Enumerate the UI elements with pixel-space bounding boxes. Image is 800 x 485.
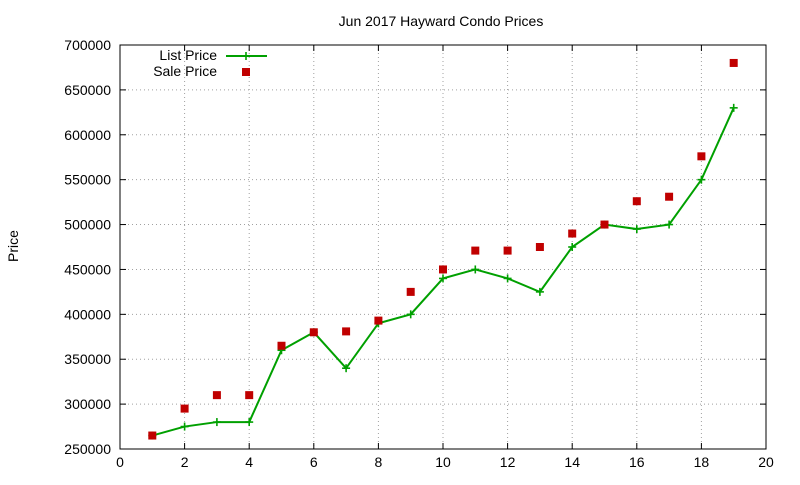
- list-price-point: [406, 310, 415, 319]
- list-price-point: [503, 274, 512, 283]
- sale-price-point: [374, 316, 383, 325]
- legend-marker-sale-price: [242, 68, 250, 76]
- sale-price-point: [729, 58, 738, 67]
- sale-price-point: [212, 391, 221, 400]
- sale-price-point: [471, 246, 480, 255]
- sale-price-point: [309, 328, 318, 337]
- sale-price-point: [277, 341, 286, 350]
- sale-price-point: [439, 265, 447, 274]
- list-price-point: [632, 225, 641, 234]
- grid: [120, 45, 766, 449]
- sale-price-point: [697, 152, 706, 161]
- series-layer: [148, 58, 738, 440]
- x-tick-label: 10: [435, 454, 451, 470]
- x-tick-label: 6: [310, 454, 318, 470]
- x-tick-label: 8: [375, 454, 383, 470]
- sale-price-point: [406, 287, 415, 296]
- list-price-point: [471, 265, 480, 274]
- y-tick-label: 300000: [64, 396, 111, 412]
- y-tick-label: 700000: [64, 37, 111, 53]
- sale-price-point: [535, 243, 544, 251]
- y-tick-label: 450000: [64, 261, 111, 277]
- legend-label-sale-price: Sale Price: [153, 63, 217, 79]
- y-tick-label: 650000: [64, 82, 111, 98]
- sale-price-point: [600, 220, 609, 229]
- list-price-point: [439, 274, 447, 283]
- sale-price-point: [503, 246, 512, 255]
- y-tick-label: 550000: [64, 172, 111, 188]
- x-tick-label: 2: [181, 454, 189, 470]
- x-tick-label: 12: [500, 454, 516, 470]
- y-tick-label: 600000: [64, 127, 111, 143]
- list-price-point: [568, 243, 577, 251]
- y-tick-label: 500000: [64, 217, 111, 233]
- y-tick-label: 400000: [64, 306, 111, 322]
- x-tick-label: 14: [564, 454, 580, 470]
- chart-title: Jun 2017 Hayward Condo Prices: [339, 13, 544, 29]
- list-price-point: [729, 103, 738, 112]
- list-price-point: [180, 422, 189, 431]
- sale-price-point: [568, 229, 577, 238]
- plot-frame: [119, 44, 767, 450]
- x-tick-label: 0: [116, 454, 124, 470]
- x-tick-label: 16: [629, 454, 645, 470]
- list-price-point: [245, 418, 254, 427]
- sale-price-point: [632, 197, 641, 206]
- list-price-point: [665, 220, 674, 229]
- sale-price-point: [180, 404, 189, 413]
- y-axis-label: Price: [5, 230, 21, 262]
- list-price-point: [342, 364, 351, 373]
- axis-ticks: 0 2 4 6 8 10 12 14 16 18 20 250000 300000 350000 40000…: [64, 37, 774, 470]
- list-price-point: [212, 418, 221, 427]
- series-sale-price: [148, 58, 738, 440]
- sale-price-point: [245, 391, 254, 400]
- list-price-point: [697, 175, 706, 184]
- sale-price-point: [342, 327, 351, 336]
- list-price-point: [535, 287, 544, 296]
- sale-price-point: [148, 431, 157, 440]
- x-tick-label: 18: [694, 454, 710, 470]
- series-list-price: [148, 103, 738, 440]
- legend-label-list-price: List Price: [159, 47, 217, 63]
- legend-marker-list-price: [242, 52, 250, 60]
- legend: List Price Sale Price: [153, 47, 267, 79]
- y-tick-label: 350000: [64, 351, 111, 367]
- sale-price-point: [665, 192, 674, 201]
- x-tick-label: 20: [758, 454, 774, 470]
- x-tick-label: 4: [245, 454, 253, 470]
- y-tick-label: 250000: [64, 441, 111, 457]
